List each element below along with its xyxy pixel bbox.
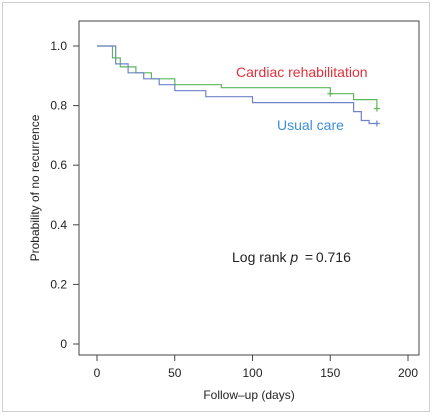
censor-mark-usual-care [373,120,380,127]
x-tick-label: 100 [242,366,262,380]
censor-mark-cardiac-rehabilitation [373,105,380,112]
series-label-usual-care: Usual care [277,117,344,133]
km-chart: 0 0.2 0.4 0.6 0.8 1.0 0 50 100 150 200 Follow–up … [28,20,420,402]
x-tick-label: 50 [168,366,182,380]
series-label-cardiac-rehabilitation: Cardiac rehabilitation [236,64,368,80]
chart-frame: 0 0.2 0.4 0.6 0.8 1.0 0 50 100 150 200 Follow–up … [2,2,430,412]
x-axis-title: Follow–up (days) [203,388,294,402]
p-value: = 0.716 [302,249,351,265]
y-tick-label: 0.8 [50,99,67,113]
y-tick-label: 0.6 [50,158,67,172]
series-layer [97,45,380,127]
x-tick-label: 150 [320,366,340,380]
plot-area [78,20,420,356]
y-tick-label: 1.0 [50,39,67,53]
series-line-cardiac-rehabilitation [97,45,378,109]
x-tick-label: 0 [94,366,101,380]
y-axis-title: Probability of no recurrence [28,114,42,261]
y-tick-label: 0.4 [50,218,67,232]
log-rank-annotation: Log rank p = 0.716 [232,249,351,265]
y-tick-label: 0.2 [50,277,67,291]
log-rank-prefix: Log rank [232,249,290,265]
y-axis: 0 0.2 0.4 0.6 0.8 1.0 [50,39,79,351]
x-axis: 0 50 100 150 200 [94,355,418,380]
y-tick-label: 0 [60,337,67,351]
p-symbol: p [289,249,298,265]
x-tick-label: 200 [398,366,418,380]
series-line-usual-care [97,45,377,125]
censor-mark-cardiac-rehabilitation [327,90,334,97]
